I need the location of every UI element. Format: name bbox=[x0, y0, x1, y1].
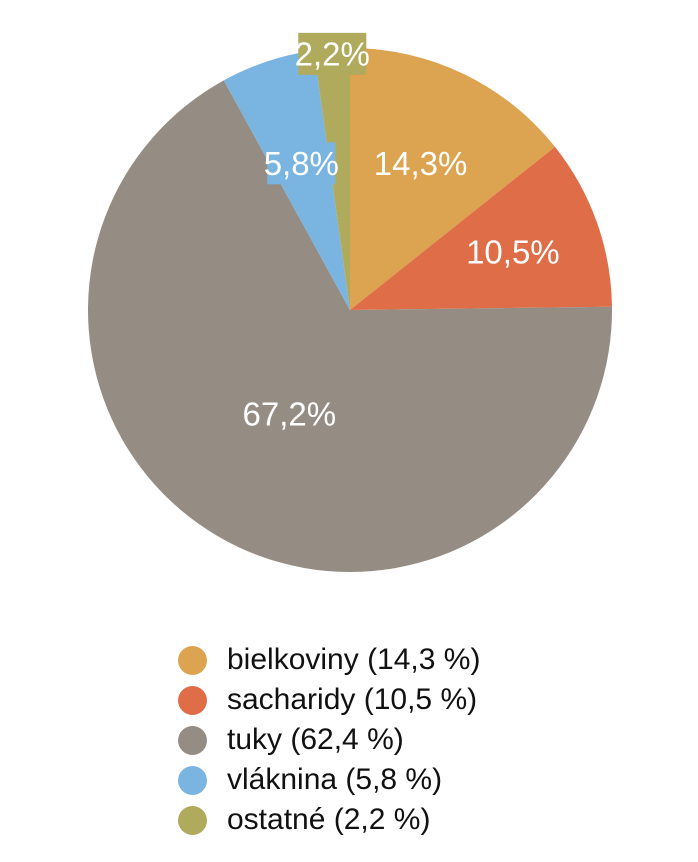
legend-swatch-3 bbox=[178, 765, 207, 795]
legend-item-0: bielkoviny (14,3 %) bbox=[178, 640, 658, 680]
legend-swatch-4 bbox=[178, 805, 207, 835]
legend-swatch-2 bbox=[178, 725, 207, 755]
legend-item-1: sacharidy (10,5 %) bbox=[178, 680, 658, 720]
pie-label-4: 2,2% bbox=[295, 35, 370, 72]
legend-item-4: ostatné (2,2 %) bbox=[178, 800, 658, 840]
pie-label-3: 5,8% bbox=[264, 145, 339, 182]
pie-label-0: 14,3% bbox=[374, 145, 468, 182]
pie-label-group-1: 10,5% bbox=[466, 233, 560, 270]
legend-label-0: bielkoviny (14,3 %) bbox=[227, 643, 481, 676]
legend-swatch-0 bbox=[178, 645, 207, 675]
pie-label-bg-3 bbox=[267, 142, 336, 185]
pie-slices bbox=[88, 48, 613, 572]
legend-label-3: vláknina (5,8 %) bbox=[227, 763, 443, 796]
legend-item-3: vláknina (5,8 %) bbox=[178, 760, 658, 800]
pie-slice-1 bbox=[350, 146, 612, 310]
pie-label-group-4: 2,2% bbox=[295, 32, 370, 75]
legend: bielkoviny (14,3 %) sacharidy (10,5 %) tuk… bbox=[178, 640, 658, 840]
pie-slice-0 bbox=[350, 48, 555, 310]
pie-label-2: 67,2% bbox=[243, 396, 337, 433]
legend-label-1: sacharidy (10,5 %) bbox=[227, 683, 478, 716]
pie-labels: 14,3% 10,5% 67,2% 5,8% 2,2% bbox=[243, 32, 560, 433]
pie-label-group-3: 5,8% bbox=[264, 142, 339, 185]
legend-label-2: tuky (62,4 %) bbox=[227, 723, 404, 756]
legend-item-2: tuky (62,4 %) bbox=[178, 720, 658, 760]
pie-slice-2 bbox=[88, 80, 613, 572]
legend-swatch-1 bbox=[178, 685, 207, 715]
pie-chart: 14,3% 10,5% 67,2% 5,8% 2,2% bbox=[88, 32, 613, 572]
legend-label-4: ostatné (2,2 %) bbox=[227, 803, 431, 836]
pie-label-bg-4 bbox=[298, 32, 367, 75]
pie-label-1: 10,5% bbox=[466, 233, 560, 270]
pie-label-group-0: 14,3% bbox=[374, 145, 468, 182]
pie-label-group-2: 67,2% bbox=[243, 396, 337, 433]
